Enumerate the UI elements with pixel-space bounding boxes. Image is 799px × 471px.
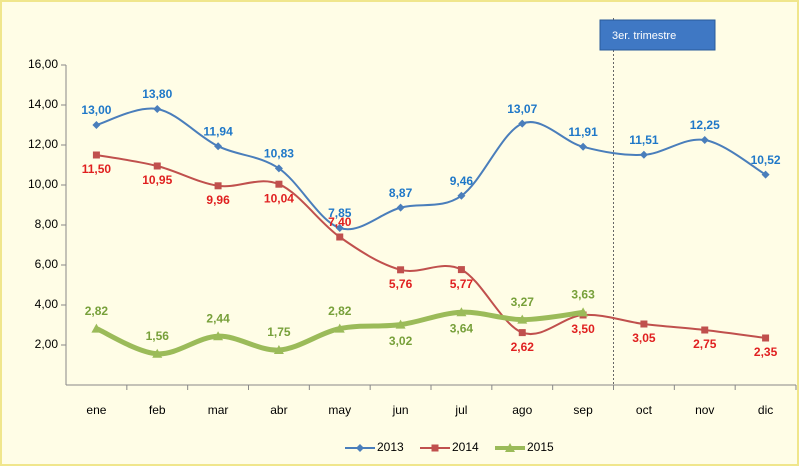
x-tick-label: jun (392, 403, 409, 417)
point-marker (456, 307, 467, 317)
point-marker (213, 331, 224, 341)
x-tick-label: abr (270, 403, 287, 417)
point-marker (518, 329, 526, 337)
point-marker (92, 121, 101, 129)
data-label: 11,50 (82, 162, 112, 176)
point-marker (578, 307, 589, 317)
y-tick-label: 12,00 (28, 137, 58, 151)
data-label: 13,00 (81, 103, 111, 117)
data-label: 3,02 (389, 334, 413, 348)
point-marker (397, 266, 405, 274)
data-label: 10,04 (264, 191, 294, 205)
point-marker (335, 224, 344, 232)
x-tick-label: mar (208, 403, 229, 417)
y-tick-label: 16,00 (28, 57, 58, 71)
data-label: 8,87 (389, 186, 413, 200)
x-tick-label: feb (149, 403, 166, 417)
point-marker (91, 323, 102, 333)
point-marker (505, 443, 515, 452)
point-marker (457, 191, 466, 200)
data-label: 11,94 (203, 124, 233, 138)
point-marker (396, 203, 405, 212)
point-marker (274, 164, 283, 173)
legend-label: 2013 (377, 440, 404, 454)
data-label: 5,76 (389, 277, 413, 291)
y-tick-label: 6,00 (35, 257, 59, 271)
point-marker (153, 105, 162, 113)
data-label: 2,82 (328, 304, 352, 318)
data-label: 3,50 (571, 322, 595, 336)
point-marker (214, 182, 222, 190)
y-tick-label: 4,00 (35, 297, 59, 311)
x-tick-label: sep (573, 403, 593, 417)
data-label: 2,44 (206, 311, 230, 325)
data-label: 9,96 (206, 193, 230, 207)
y-tick-label: 14,00 (28, 97, 58, 111)
point-marker (273, 345, 284, 354)
point-marker (152, 348, 163, 358)
data-label: 10,83 (264, 147, 294, 161)
x-tick-label: dic (758, 403, 773, 417)
x-tick-label: may (328, 403, 351, 417)
data-label: 11,91 (568, 125, 598, 139)
point-marker (700, 136, 709, 144)
point-marker (761, 170, 770, 179)
data-label: 2,82 (85, 304, 109, 318)
data-label: 2,35 (754, 345, 778, 359)
annotation-box (599, 19, 716, 51)
data-label: 5,77 (450, 277, 474, 291)
data-label: 7,40 (328, 215, 352, 229)
point-marker (518, 119, 527, 128)
x-tick-label: ago (512, 403, 532, 417)
data-label: 10,52 (751, 153, 781, 167)
data-label: 2,75 (693, 337, 717, 351)
legend-label: 2014 (452, 440, 479, 454)
point-marker (395, 319, 406, 329)
data-label: 13,07 (507, 102, 537, 116)
point-marker (457, 266, 465, 274)
point-marker (214, 142, 223, 151)
x-tick-label: ene (86, 403, 106, 417)
data-label: 3,27 (511, 295, 535, 309)
point-marker (640, 320, 648, 328)
legend-label: 2015 (527, 440, 554, 454)
point-marker (356, 444, 364, 452)
point-marker (579, 142, 588, 151)
y-tick-label: 10,00 (28, 177, 58, 191)
data-label: 3,64 (450, 321, 474, 335)
x-tick-label: nov (695, 403, 714, 417)
data-label: 2,62 (511, 340, 535, 354)
point-marker (762, 334, 770, 342)
point-marker (336, 233, 344, 241)
annotation-text: 3er. trimestre (612, 30, 676, 42)
data-label: 13,80 (142, 87, 172, 101)
series-line (95, 309, 584, 357)
point-marker (275, 180, 283, 188)
data-label: 1,75 (267, 325, 291, 339)
data-label: 12,25 (690, 118, 720, 132)
y-tick-label: 8,00 (35, 217, 59, 231)
x-tick-label: jul (454, 403, 467, 417)
data-label: 11,51 (629, 133, 659, 147)
x-tick-label: oct (636, 403, 653, 417)
data-label: 3,63 (571, 288, 595, 302)
data-label: 10,95 (142, 173, 172, 187)
point-marker (431, 444, 439, 452)
data-label: 7,85 (328, 206, 352, 220)
point-marker (153, 162, 161, 170)
point-marker (517, 314, 528, 324)
data-label: 1,56 (146, 329, 170, 343)
y-tick-label: 2,00 (35, 337, 59, 351)
point-marker (92, 151, 100, 159)
point-marker (639, 150, 648, 159)
data-label: 3,05 (632, 331, 656, 345)
data-label: 9,46 (450, 174, 474, 188)
point-marker (701, 326, 709, 334)
point-marker (334, 323, 345, 333)
